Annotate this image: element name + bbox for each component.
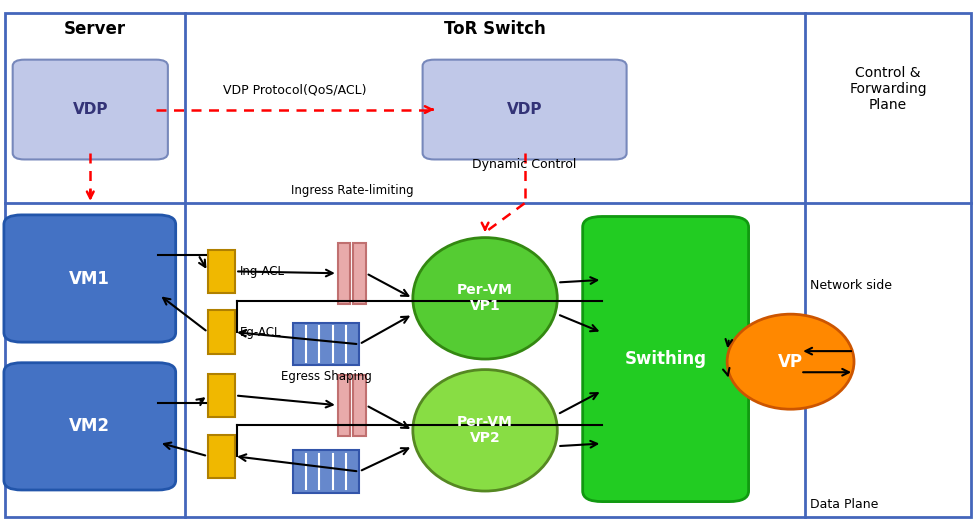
Text: Data Plane: Data Plane: [810, 498, 878, 511]
Text: Egress Shaping: Egress Shaping: [280, 370, 372, 383]
FancyBboxPatch shape: [423, 60, 627, 159]
Bar: [353, 375, 366, 436]
Text: VM2: VM2: [69, 417, 110, 436]
FancyBboxPatch shape: [13, 60, 168, 159]
Text: ToR Switch: ToR Switch: [444, 20, 547, 38]
Ellipse shape: [413, 370, 557, 491]
Text: Per-VM
VP1: Per-VM VP1: [457, 283, 513, 314]
Bar: [353, 243, 366, 304]
Bar: [208, 374, 235, 417]
Text: Dynamic Control: Dynamic Control: [472, 158, 577, 172]
Bar: [293, 450, 359, 493]
Text: VDP: VDP: [507, 102, 543, 117]
Text: Eg-ACL: Eg-ACL: [240, 326, 282, 338]
Bar: [338, 375, 350, 436]
Text: VDP Protocol(QoS/ACL): VDP Protocol(QoS/ACL): [224, 83, 367, 96]
Text: Network side: Network side: [810, 279, 892, 291]
Text: VM1: VM1: [69, 269, 110, 288]
Ellipse shape: [727, 314, 854, 409]
Bar: [208, 250, 235, 293]
Text: Swithing: Swithing: [625, 350, 707, 368]
Text: Per-VM
VP2: Per-VM VP2: [457, 415, 513, 446]
FancyBboxPatch shape: [4, 215, 176, 342]
Text: Ingress Rate-limiting: Ingress Rate-limiting: [291, 184, 413, 196]
Text: Server: Server: [64, 20, 126, 38]
Text: VDP: VDP: [72, 102, 108, 117]
Text: Control &
Forwarding
Plane: Control & Forwarding Plane: [849, 66, 927, 112]
Bar: [293, 323, 359, 365]
Bar: [208, 435, 235, 478]
FancyBboxPatch shape: [583, 216, 749, 502]
Text: Ing-ACL: Ing-ACL: [240, 265, 285, 278]
Bar: [208, 310, 235, 354]
FancyBboxPatch shape: [4, 363, 176, 490]
Bar: [338, 243, 350, 304]
Ellipse shape: [413, 238, 557, 359]
Text: VP: VP: [778, 353, 803, 371]
